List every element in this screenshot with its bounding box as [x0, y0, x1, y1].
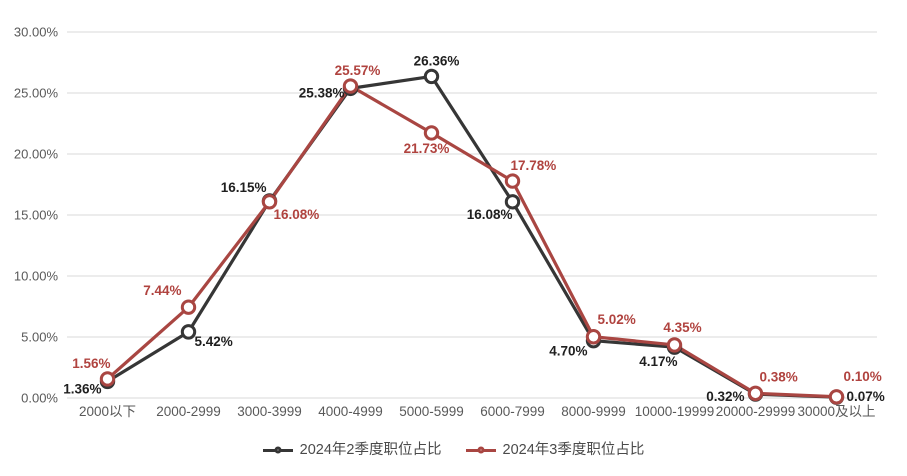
data-label-0: 4.17%: [639, 354, 677, 369]
data-point-marker-1: [585, 329, 602, 345]
legend-line-marker-icon: [262, 446, 293, 454]
series-line-0: [105, 74, 839, 399]
x-category-label: 2000-2999: [156, 404, 221, 419]
y-tick-label: 20.00%: [14, 147, 59, 162]
legend-label-q2: 2024年2季度职位占比: [299, 442, 442, 458]
data-label-1: 7.44%: [143, 283, 181, 298]
data-label-1: 21.73%: [404, 141, 450, 156]
data-point-marker-1: [747, 385, 764, 402]
data-label-0: 0.32%: [706, 389, 744, 404]
x-category-label: 4000-4999: [318, 404, 383, 419]
data-point-marker-0: [423, 68, 440, 85]
x-category-label: 30000及以上: [797, 404, 875, 419]
legend-label-q3: 2024年3季度职位占比: [502, 442, 645, 458]
legend-circle-icon: [477, 446, 484, 454]
legend-item-q3[interactable]: 2024年3季度职位占比: [465, 442, 645, 458]
data-label-0: 1.36%: [63, 381, 101, 396]
y-tick-label: 25.00%: [14, 86, 59, 101]
data-label-1: 5.02%: [598, 312, 636, 327]
data-point-marker-1: [666, 337, 683, 353]
data-point-marker-1: [504, 173, 521, 189]
data-label-0: 26.36%: [414, 53, 460, 68]
data-point-marker-1: [99, 371, 116, 387]
data-label-0: 16.08%: [467, 207, 513, 222]
y-tick-label: 30.00%: [14, 25, 59, 40]
y-tick-label: 5.00%: [21, 330, 58, 345]
y-tick-label: 15.00%: [14, 208, 59, 223]
chart-svg: 0.00% 5.00% 10.00% 15.00% 20.00% 25.00% 30.00%…: [14, 25, 885, 420]
x-category-label: 10000-19999: [635, 404, 715, 419]
chart-area: 0.00% 5.00% 10.00% 15.00% 20.00% 25.00% 30.00%…: [14, 25, 885, 420]
legend-item-q2[interactable]: 2024年2季度职位占比: [262, 442, 442, 458]
x-category-label: 20000-29999: [716, 404, 796, 419]
data-point-marker-1: [342, 78, 359, 94]
data-point-marker-1: [261, 194, 278, 210]
data-label-1: 0.38%: [760, 369, 798, 384]
data-label-1: 16.08%: [274, 207, 320, 222]
data-label-1: 4.35%: [663, 320, 701, 335]
data-label-1: 1.56%: [72, 356, 110, 371]
data-label-0: 25.38%: [299, 85, 345, 100]
data-point-marker-1: [828, 389, 845, 405]
y-tick-label: 0.00%: [21, 391, 58, 406]
x-category-label: 2000以下: [79, 404, 136, 419]
x-category-label: 5000-5999: [399, 404, 464, 419]
chart-legend: 2024年2季度职位占比 2024年3季度职位占比: [0, 443, 907, 458]
x-category-label: 3000-3999: [237, 404, 302, 419]
data-label-1: 0.10%: [844, 369, 882, 384]
data-point-marker-1: [180, 299, 197, 315]
data-label-0: 0.07%: [847, 389, 885, 404]
legend-circle-icon: [274, 446, 282, 454]
series-line-1: [105, 84, 839, 399]
legend-line-marker-icon: [465, 446, 496, 454]
x-category-label: 8000-9999: [561, 404, 626, 419]
data-point-marker-1: [423, 125, 440, 141]
x-category-label: 6000-7999: [480, 404, 545, 419]
data-point-marker-0: [180, 324, 197, 340]
y-tick-label: 10.00%: [14, 269, 59, 284]
data-label-0: 16.15%: [221, 180, 267, 195]
data-label-1: 17.78%: [511, 158, 557, 173]
data-label-0: 5.42%: [195, 334, 233, 349]
data-label-0: 4.70%: [549, 344, 587, 359]
data-point-marker-0: [504, 194, 521, 210]
data-label-1: 25.57%: [335, 63, 381, 78]
